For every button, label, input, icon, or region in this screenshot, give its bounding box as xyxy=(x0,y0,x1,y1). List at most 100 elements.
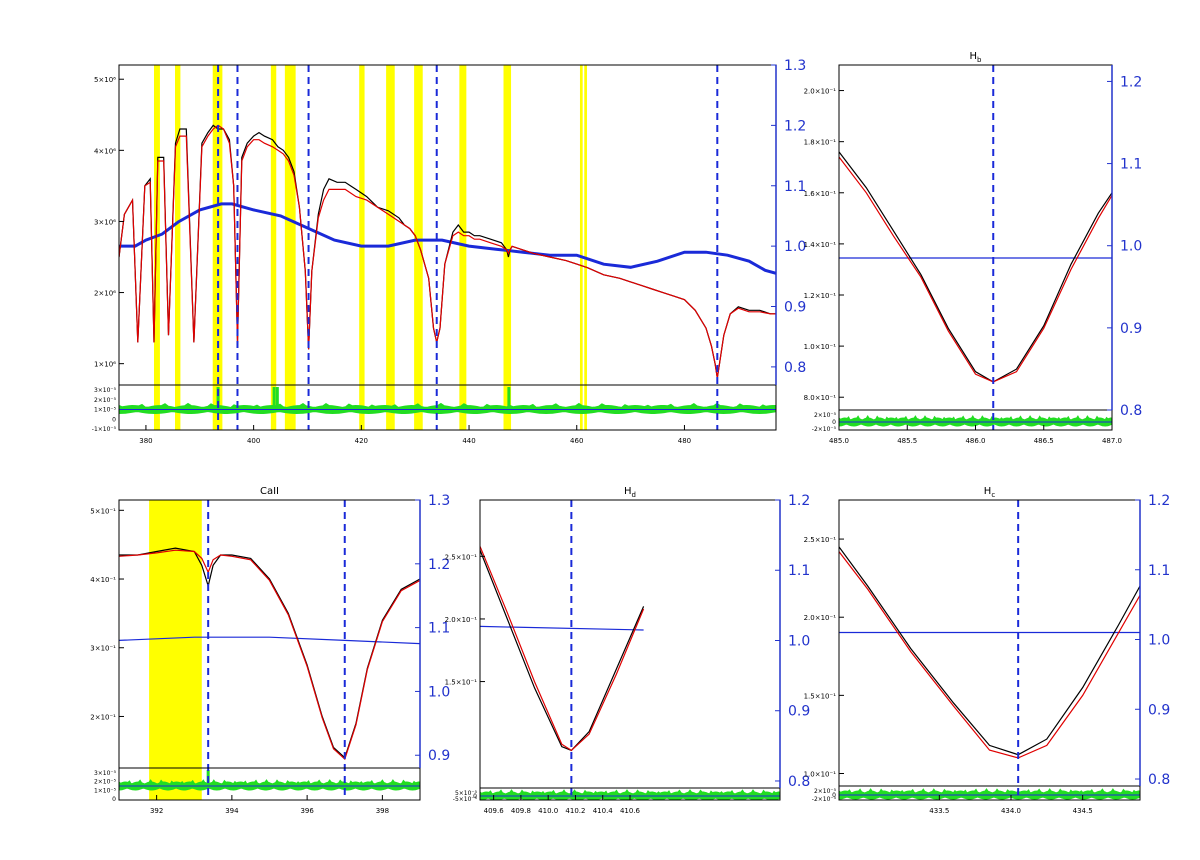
xtick-label-hbeta-0: 485.0 xyxy=(829,437,849,445)
resid-tick-label-full-4: -1×10⁻⁵ xyxy=(92,426,117,433)
panel-title-hbeta: Hb xyxy=(970,51,983,64)
mask-band-full-3 xyxy=(270,65,277,430)
plot-area-caii xyxy=(119,500,420,800)
y2tick-label-hgamma-3: 1.1 xyxy=(1148,563,1170,579)
xtick-label-hgamma-1: 434.0 xyxy=(1001,807,1021,815)
ytick-label-caii-0: 2×10⁻¹ xyxy=(90,713,116,721)
ytick-label-hgamma-3: 2.5×10⁻¹ xyxy=(804,536,837,544)
resid-tick-label-caii-2: 1×10⁻⁵ xyxy=(94,787,117,794)
xtick-label-full-2: 420 xyxy=(355,437,368,445)
panel-hgamma: 433.5 434.0 434.5 1.0×10⁻¹ 1.5×10⁻¹ 2.0×10⁻¹ 2… xyxy=(804,486,1171,815)
mask-band-full-1 xyxy=(175,65,181,430)
y2tick-label-hbeta-4: 1.2 xyxy=(1120,74,1142,90)
xtick-label-hdelta-5: 410.6 xyxy=(620,807,641,815)
xtick-label-full-3: 440 xyxy=(462,437,475,445)
y2tick-label-hgamma-2: 1.0 xyxy=(1148,633,1170,649)
y2tick-label-full-1: 0.9 xyxy=(784,300,806,316)
resid-tick-label-full-3: 0 xyxy=(112,416,116,423)
ytick-label-hbeta-0: 8.0×10⁻¹ xyxy=(804,394,837,402)
y2tick-label-full-3: 1.1 xyxy=(784,179,806,195)
y2tick-label-hgamma-4: 1.2 xyxy=(1148,493,1170,509)
panel-title-main-hdelta: H xyxy=(624,486,632,497)
y2tick-label-caii-0: 0.9 xyxy=(428,748,450,764)
xtick-label-full-4: 460 xyxy=(570,437,583,445)
mask-band-full-6 xyxy=(386,65,395,430)
residual-band-hgamma xyxy=(839,788,1140,800)
observed-spectrum-hdelta xyxy=(480,549,645,752)
ratio-line-caii xyxy=(119,636,420,645)
resid-tick-label-hbeta-1: 0 xyxy=(832,419,836,426)
ytick-label-full-4: 5×10⁶ xyxy=(94,76,116,84)
panel-title-sub-hdelta: d xyxy=(632,491,636,499)
resid-tick-label-hdelta-2: -5×10⁻⁵ xyxy=(453,796,478,803)
plot-area-hbeta xyxy=(839,65,1112,430)
panel-title-main-hbeta: H xyxy=(970,51,978,62)
ytick-label-full-1: 2×10⁶ xyxy=(94,290,116,298)
ratio-line-hdelta xyxy=(480,625,644,631)
xtick-label-hdelta-3: 410.2 xyxy=(565,807,585,815)
ytick-label-full-0: 1×10⁶ xyxy=(94,361,116,369)
y2tick-label-full-4: 1.2 xyxy=(784,118,806,134)
ytick-label-hbeta-5: 1.8×10⁻¹ xyxy=(804,139,837,147)
panel-title-sub-hgamma: c xyxy=(991,491,995,499)
resid-tick-label-hbeta-2: -2×10⁻⁵ xyxy=(812,426,837,433)
panel-title-sub-hbeta: b xyxy=(977,56,982,64)
xtick-label-full-1: 400 xyxy=(247,437,260,445)
frame-hdelta xyxy=(479,499,781,789)
resid-tick-label-full-2: 1×10⁻⁵ xyxy=(94,407,117,414)
ytick-label-caii-2: 4×10⁻¹ xyxy=(90,576,116,584)
y2tick-label-full-0: 0.8 xyxy=(784,360,806,376)
resid-tick-label-caii-1: 2×10⁻⁵ xyxy=(94,779,117,786)
frame-hgamma xyxy=(838,499,1141,787)
panel-title-main-hgamma: H xyxy=(984,486,992,497)
resid-tick-label-caii-0: 3×10⁻⁵ xyxy=(94,770,117,777)
residual-band-full xyxy=(119,402,776,415)
ytick-label-hbeta-6: 2.0×10⁻¹ xyxy=(804,88,837,96)
panel-hbeta: 485.0 485.5 486.0 486.5 487.0 8.0×10⁻¹ 1.0×10⁻… xyxy=(804,51,1143,445)
mask-band-full-7 xyxy=(414,65,423,430)
y2tick-label-caii-3: 1.2 xyxy=(428,557,450,573)
xtick-label-full-0: 380 xyxy=(139,437,152,445)
ytick-label-caii-1: 3×10⁻¹ xyxy=(90,645,116,653)
panel-title-caii: CaII xyxy=(260,486,279,497)
ytick-label-full-2: 3×10⁶ xyxy=(94,218,116,226)
xtick-label-hgamma-0: 433.5 xyxy=(929,807,949,815)
ytick-label-hbeta-2: 1.2×10⁻¹ xyxy=(804,292,837,300)
ytick-label-hbeta-4: 1.6×10⁻¹ xyxy=(804,190,837,198)
panel-title-hgamma: Hc xyxy=(984,486,996,499)
panel-full: 380 400 420 440 460 480 1×10⁶ 2×10⁶ 3×10⁶ 4×10⁶ 5×… xyxy=(92,58,806,445)
mask-band-full-8 xyxy=(459,65,467,430)
y2tick-label-hdelta-4: 1.2 xyxy=(788,493,810,509)
plot-area-full xyxy=(119,65,776,430)
observed-spectrum-hbeta xyxy=(839,151,1112,383)
y2tick-label-hbeta-1: 0.9 xyxy=(1120,321,1142,337)
ytick-label-hdelta-0: 1.5×10⁻¹ xyxy=(445,679,478,687)
panel-caii: 392 394 396 398 2×10⁻¹ 3×10⁻¹ 4×10⁻¹ 5×10⁻¹ 0.9 1… xyxy=(90,486,450,815)
panel-title-main-caii: CaII xyxy=(260,486,279,497)
xtick-label-full-5: 480 xyxy=(678,437,691,445)
xtick-label-caii-0: 392 xyxy=(150,807,163,815)
ytick-label-hgamma-0: 1.0×10⁻¹ xyxy=(804,770,837,778)
resid-tick-label-hdelta-0: 5×10⁻⁵ xyxy=(455,790,478,797)
y2tick-label-hdelta-3: 1.1 xyxy=(788,563,810,579)
y2tick-label-hgamma-1: 0.9 xyxy=(1148,702,1170,718)
resid-tick-label-full-0: 3×10⁻⁵ xyxy=(94,387,117,394)
y2tick-label-caii-2: 1.1 xyxy=(428,621,450,637)
xtick-label-hdelta-2: 410.0 xyxy=(538,807,558,815)
y2tick-label-hdelta-2: 1.0 xyxy=(788,633,810,649)
panel-hdelta: 409.6 409.8 410.0 410.2 410.4 410.6 1.5×10⁻¹ 2.… xyxy=(445,486,811,815)
mask-band-full-9 xyxy=(503,65,512,430)
mask-band-full-0 xyxy=(154,65,160,430)
xtick-label-caii-2: 396 xyxy=(300,807,314,815)
mask-band-full-4 xyxy=(284,65,296,430)
resid-tick-label-hdelta-1: 0 xyxy=(473,793,477,800)
ytick-label-hdelta-1: 2.0×10⁻¹ xyxy=(445,616,478,624)
ytick-label-full-3: 4×10⁶ xyxy=(94,147,116,155)
mask-band-caii-0 xyxy=(149,500,202,800)
y2tick-label-hdelta-0: 0.8 xyxy=(788,774,810,790)
resid-tick-label-full-1: 2×10⁻⁵ xyxy=(94,397,117,404)
xtick-label-hdelta-4: 410.4 xyxy=(593,807,614,815)
panel-title-hdelta: Hd xyxy=(624,486,636,499)
xtick-label-hbeta-2: 486.0 xyxy=(965,437,985,445)
y2tick-label-caii-4: 1.3 xyxy=(428,493,450,509)
